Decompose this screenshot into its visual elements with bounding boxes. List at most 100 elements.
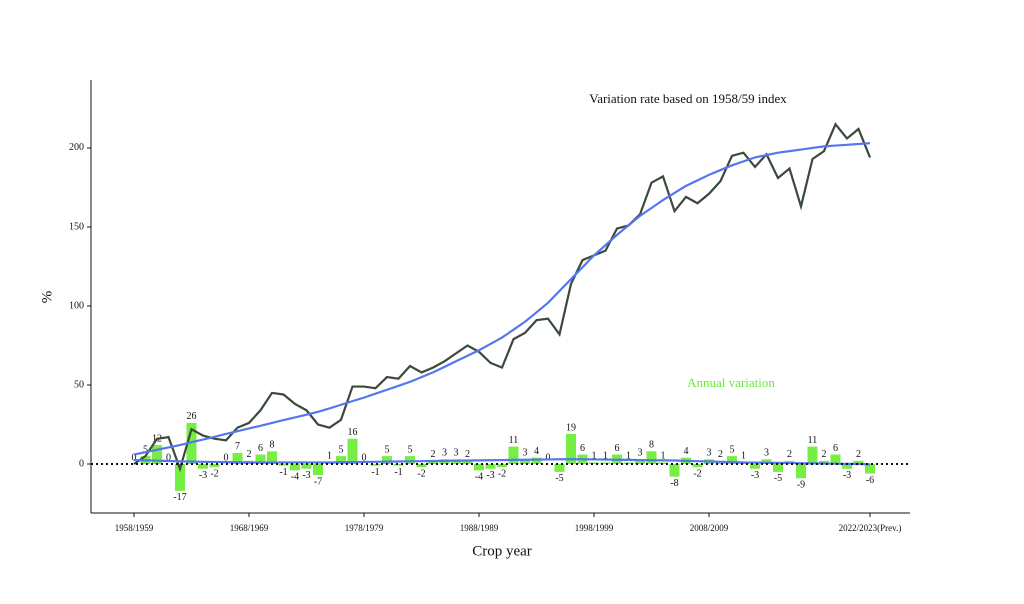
data-label: 5: [730, 444, 735, 455]
data-label: -1: [394, 467, 402, 478]
bar: [474, 464, 484, 471]
data-label: -2: [210, 468, 218, 479]
data-label: -3: [843, 470, 851, 481]
bar: [497, 464, 507, 468]
bar: [152, 445, 162, 465]
data-label: -3: [751, 470, 759, 481]
y-tick-label: 100: [69, 300, 84, 311]
bar: [508, 446, 519, 465]
data-label: -4: [475, 472, 483, 483]
data-label: 2: [718, 449, 723, 460]
bar: [198, 464, 208, 469]
data-label: -9: [797, 480, 805, 491]
data-label: 6: [833, 443, 838, 454]
series-label: Annual variation: [687, 375, 775, 390]
bar: [313, 464, 323, 476]
data-label: 2: [247, 449, 252, 460]
data-label: 0: [362, 452, 367, 463]
data-label: 11: [808, 435, 818, 446]
bar: [336, 456, 346, 465]
data-label: 1: [327, 451, 332, 462]
x-axis-title: Crop year: [472, 543, 532, 559]
bar: [520, 459, 530, 465]
bar: [819, 460, 829, 465]
data-label: 1: [626, 451, 631, 462]
y-axis-title: %: [39, 291, 55, 304]
data-label: -5: [555, 473, 563, 484]
data-label: -3: [486, 470, 494, 481]
data-label: 5: [408, 444, 413, 455]
bar: [186, 422, 197, 465]
bar: [796, 464, 806, 479]
data-label: -5: [774, 473, 782, 484]
data-label: 6: [258, 443, 263, 454]
data-label: 1: [592, 451, 597, 462]
data-label: 2: [856, 449, 861, 460]
x-tick-label: 1958/1959: [115, 523, 154, 533]
bar: [853, 460, 864, 465]
bar: [554, 464, 565, 472]
data-label: 0: [166, 452, 171, 463]
bar: [635, 459, 645, 465]
bar: [727, 456, 737, 465]
bar: [830, 454, 841, 465]
bar: [646, 451, 657, 465]
x-tick-label: 1998/1999: [575, 523, 614, 533]
y-tick-label: 200: [69, 142, 84, 153]
data-label: 2: [787, 449, 792, 460]
data-label: 19: [566, 422, 576, 433]
data-label: 2: [431, 449, 436, 460]
trend-line: [133, 142, 871, 456]
data-label: 1: [661, 451, 666, 462]
data-label: 3: [764, 448, 769, 459]
data-label: 11: [509, 435, 519, 446]
bar: [290, 464, 300, 471]
data-label: 5: [385, 444, 390, 455]
bar: [382, 456, 392, 465]
x-tick-label: 2022/2023(Prev.): [839, 523, 902, 533]
data-label: -1: [279, 467, 287, 478]
bar: [773, 464, 783, 472]
data-label: 8: [270, 440, 275, 451]
series-label: Variation rate based on 1958/59 index: [589, 91, 787, 106]
x-tick-label: 1968/1969: [230, 523, 269, 533]
data-label: 0: [546, 452, 551, 463]
bar: [278, 464, 289, 466]
data-label: -2: [498, 468, 506, 479]
data-label: 5: [339, 444, 344, 455]
data-label: 1: [603, 451, 608, 462]
data-label: 4: [534, 446, 539, 457]
bar: [405, 456, 415, 465]
x-tick-label: 2008/2009: [690, 523, 729, 533]
index-line: [133, 122, 872, 473]
data-label: 26: [187, 411, 197, 422]
data-label: 3: [523, 448, 528, 459]
data-label: 0: [132, 452, 137, 463]
bar: [865, 464, 875, 474]
bar: [589, 462, 599, 465]
data-label: 2: [822, 449, 827, 460]
bar: [255, 454, 266, 465]
bar: [416, 464, 427, 468]
y-tick-label: 150: [69, 221, 84, 232]
bar: [428, 460, 438, 465]
bar: [566, 433, 576, 465]
bar: [267, 451, 277, 465]
data-label: 3: [454, 448, 459, 459]
data-label: -7: [314, 476, 322, 487]
bar: [232, 452, 243, 465]
bar: [623, 462, 634, 465]
data-label: -2: [693, 468, 701, 479]
bar: [842, 464, 852, 469]
bar: [485, 464, 496, 469]
y-tick-label: 50: [74, 379, 84, 390]
data-label: -4: [291, 472, 299, 483]
data-label: -17: [173, 492, 186, 503]
bar: [347, 438, 358, 465]
bar: [301, 464, 312, 469]
bar: [531, 457, 542, 465]
trend-line: [133, 458, 871, 466]
data-label: 6: [615, 443, 620, 454]
bar: [370, 464, 381, 466]
data-label: -3: [199, 470, 207, 481]
